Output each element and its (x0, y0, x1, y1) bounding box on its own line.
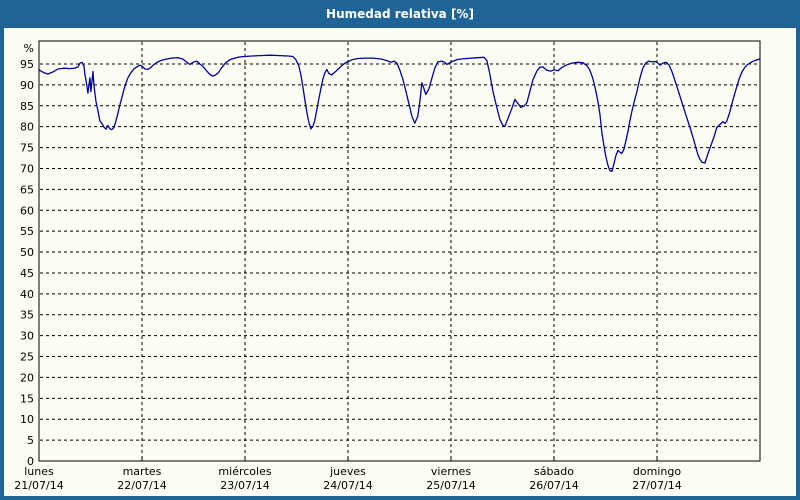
y-tick-label: 70 (20, 162, 34, 175)
y-tick-label: 10 (20, 413, 34, 426)
y-tick-label: 50 (20, 246, 34, 259)
y-tick-label: 0 (27, 455, 34, 468)
y-axis-unit-label: % (24, 42, 34, 55)
x-day-label: jueves (329, 465, 366, 478)
y-tick-label: 40 (20, 288, 34, 301)
y-tick-label: 65 (20, 183, 34, 196)
y-tick-label: 85 (20, 100, 34, 113)
x-day-label: domingo (633, 465, 681, 478)
humidity-series-line (38, 54, 761, 173)
y-tick-label: 25 (20, 351, 34, 364)
window-title: Humedad relativa [%] (326, 7, 474, 21)
chart-panel: 0 5 10 15 20 25 30 35 40 45 50 55 60 65 70 75 80 85 90 95% l… (4, 28, 796, 496)
y-tick-label: 90 (20, 79, 34, 92)
y-tick-label: 45 (20, 267, 34, 280)
y-tick-label: 80 (20, 121, 34, 134)
y-tick-label: 5 (27, 434, 34, 447)
x-day-label: miércoles (218, 465, 271, 478)
x-date-label: 24/07/14 (323, 479, 372, 492)
y-tick-label: 60 (20, 204, 34, 217)
y-tick-label: 30 (20, 330, 34, 343)
x-date-label: 26/07/14 (529, 479, 578, 492)
title-bar: Humedad relativa [%] (0, 0, 800, 28)
y-tick-label: 15 (20, 392, 34, 405)
x-day-label: viernes (431, 465, 471, 478)
plot-frame (38, 40, 761, 462)
humidity-line-chart: 0 5 10 15 20 25 30 35 40 45 50 55 60 65 70 75 80 85 90 95% l… (14, 40, 761, 492)
x-date-label: 27/07/14 (632, 479, 681, 492)
x-date-label: 22/07/14 (117, 479, 166, 492)
y-tick-label: 35 (20, 309, 34, 322)
y-tick-label: 55 (20, 225, 34, 238)
y-tick-label: 20 (20, 371, 34, 384)
x-date-label: 23/07/14 (220, 479, 269, 492)
y-tick-label: 75 (20, 142, 34, 155)
y-tick-label: 95 (20, 58, 34, 71)
x-date-label: 25/07/14 (426, 479, 475, 492)
x-day-label: martes (123, 465, 162, 478)
x-day-label: lunes (24, 465, 54, 478)
x-day-label: sábado (534, 465, 574, 478)
x-date-label: 21/07/14 (14, 479, 63, 492)
